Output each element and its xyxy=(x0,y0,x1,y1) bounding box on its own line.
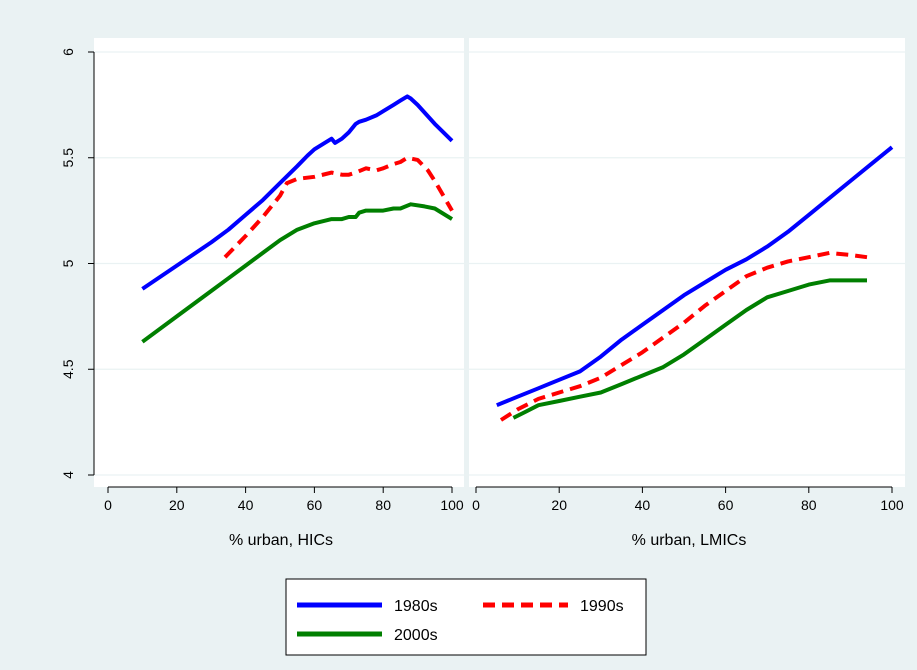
y-tick-label-5-5: 5.5 xyxy=(60,148,76,168)
x-tick-label-hics-100: 100 xyxy=(440,497,464,513)
plot-area-lmics xyxy=(469,38,905,487)
x-tick-label-lmics-0: 0 xyxy=(472,497,480,513)
x-tick-label-lmics-60: 60 xyxy=(718,497,734,513)
series-line-hics-1980s xyxy=(141,94,454,291)
y-tick-label-4-5: 4.5 xyxy=(60,359,76,379)
x-tick-label-hics-0: 0 xyxy=(104,497,112,513)
legend-label-2000s: 2000s xyxy=(394,627,438,644)
legend-label-1980s: 1980s xyxy=(394,598,438,615)
series-layer-lmics xyxy=(496,145,894,422)
y-tick-label-5: 5 xyxy=(60,259,76,267)
series-line-lmics-1980s xyxy=(496,145,894,408)
legend-box xyxy=(285,578,647,656)
y-tick-label-4: 4 xyxy=(60,471,76,479)
y-tick-label-6: 6 xyxy=(60,48,76,56)
axes-lmics: 0 20 40 60 80 100 xyxy=(472,486,904,513)
x-tick-label-hics-40: 40 xyxy=(238,497,254,513)
series-line-hics-1990s xyxy=(223,155,454,259)
x-tick-label-lmics-80: 80 xyxy=(801,497,817,513)
series-line-hics-2000s xyxy=(141,202,454,344)
x-axis-title-lmics: % urban, LMICs xyxy=(632,532,747,549)
panel-hics: 0 20 40 60 80 100 4 4.5 5 5.5 6 % urban, HICs xyxy=(60,38,464,549)
series-line-lmics-1990s xyxy=(499,250,868,422)
x-tick-label-hics-80: 80 xyxy=(375,497,391,513)
x-tick-label-hics-20: 20 xyxy=(169,497,185,513)
x-tick-label-lmics-100: 100 xyxy=(880,497,904,513)
series-line-lmics-2000s xyxy=(512,278,867,420)
grid-hics xyxy=(94,51,464,476)
x-axis-title-hics: % urban, HICs xyxy=(229,532,333,549)
axes-hics: 0 20 40 60 80 100 4 4.5 5 5.5 6 xyxy=(60,48,464,513)
legend: 1980s 1990s 2000s xyxy=(285,578,647,656)
x-tick-label-lmics-40: 40 xyxy=(635,497,651,513)
panel-lmics: 0 20 40 60 80 100 % urban, LMICs xyxy=(469,38,905,549)
plot-area-hics xyxy=(94,38,464,487)
grid-lmics xyxy=(469,51,905,476)
legend-label-1990s: 1990s xyxy=(580,598,624,615)
x-tick-label-lmics-20: 20 xyxy=(551,497,567,513)
series-layer-hics xyxy=(141,94,454,344)
x-tick-label-hics-60: 60 xyxy=(307,497,323,513)
